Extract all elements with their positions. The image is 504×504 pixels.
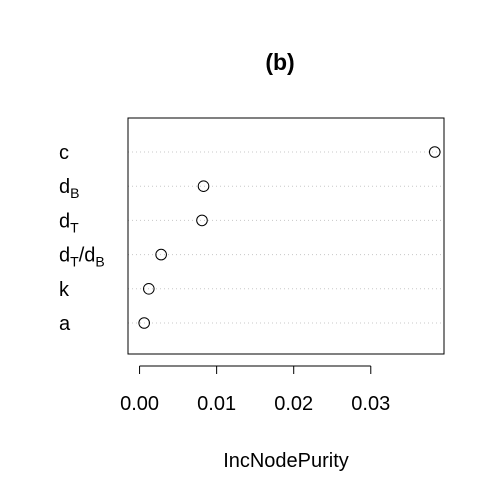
x-tick-label: 0.00: [120, 393, 159, 415]
data-point-4: [143, 283, 155, 295]
x-axis-label: IncNodePurity: [223, 450, 349, 472]
data-point-5: [138, 317, 150, 329]
data-points: [138, 146, 441, 329]
category-label-1: dB: [59, 176, 79, 201]
chart-title: (b): [265, 49, 294, 75]
data-point-3: [155, 248, 167, 261]
category-label-3: dT/dB: [59, 245, 105, 270]
plot-frame: [127, 117, 445, 355]
category-label-2: dT: [59, 210, 79, 235]
data-point-0: [428, 146, 441, 158]
x-tick-label: 0.01: [197, 393, 236, 415]
category-label-5: a: [59, 313, 71, 335]
x-tick-label: 0.03: [351, 393, 390, 415]
category-label-4: k: [59, 279, 70, 301]
category-label-0: c: [59, 142, 69, 164]
category-labels: c dB dT dT/dB ka: [59, 142, 105, 335]
gridlines: [128, 151, 444, 324]
data-point-1: [197, 180, 210, 192]
data-point-2: [196, 214, 208, 227]
x-axis: 0.00 0.01 0.02 0.03: [120, 365, 390, 415]
x-tick-label: 0.02: [274, 393, 313, 415]
